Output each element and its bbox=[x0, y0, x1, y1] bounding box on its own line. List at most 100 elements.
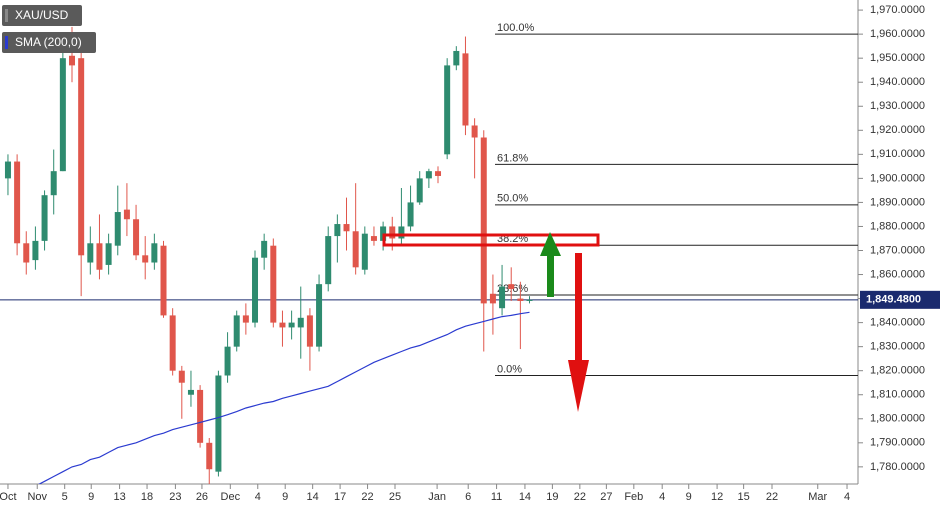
x-tick-label: 19 bbox=[546, 491, 558, 503]
candle-body bbox=[325, 236, 332, 285]
candle-body bbox=[87, 243, 94, 263]
candle-body bbox=[343, 224, 350, 232]
y-tick-label: 1,820.0000 bbox=[870, 365, 925, 377]
candle-body bbox=[178, 370, 185, 383]
y-tick-label: 1,880.0000 bbox=[870, 220, 925, 232]
candle-body bbox=[508, 284, 515, 289]
x-tick-label: Nov bbox=[27, 491, 47, 503]
x-tick-label: 12 bbox=[711, 491, 723, 503]
y-tick-label: 1,890.0000 bbox=[870, 196, 925, 208]
candle-body bbox=[50, 171, 57, 196]
y-tick-label: 1,870.0000 bbox=[870, 244, 925, 256]
highlight-box bbox=[382, 233, 600, 247]
x-tick-label: Dec bbox=[221, 491, 241, 503]
candle-body bbox=[160, 245, 167, 316]
candle-body bbox=[197, 389, 204, 443]
candle-body bbox=[59, 58, 66, 172]
candle-body bbox=[151, 243, 158, 263]
plot-area: 100.0%61.8%50.0%38.2%23.6%0.0% bbox=[0, 22, 858, 484]
up-arrow-shaft bbox=[547, 254, 554, 297]
candle-body bbox=[480, 137, 487, 304]
candle-body bbox=[435, 171, 442, 176]
sma-line bbox=[38, 311, 530, 484]
candle-body bbox=[78, 58, 85, 256]
x-tick-label: 23 bbox=[169, 491, 181, 503]
fib-label: 61.8% bbox=[497, 152, 528, 164]
candle-body bbox=[499, 286, 506, 309]
candle-body bbox=[252, 257, 259, 323]
candle-body bbox=[462, 53, 469, 126]
x-tick-label: 14 bbox=[519, 491, 531, 503]
candle-body bbox=[334, 224, 341, 237]
x-tick-label: 11 bbox=[491, 491, 502, 503]
candle-body bbox=[133, 219, 140, 256]
x-tick-label: 9 bbox=[88, 491, 94, 503]
x-tick-label: 25 bbox=[389, 491, 401, 503]
candle-body bbox=[261, 240, 268, 258]
candle-body bbox=[69, 55, 76, 66]
candle-body bbox=[123, 209, 130, 220]
x-tick-label: 4 bbox=[659, 491, 665, 503]
candle-body bbox=[297, 317, 304, 328]
x-tick-label: 22 bbox=[766, 491, 778, 503]
y-tick-label: 1,920.0000 bbox=[870, 124, 925, 136]
candle-body bbox=[416, 178, 423, 203]
y-tick-label: 1,840.0000 bbox=[870, 317, 925, 329]
candle-body bbox=[517, 298, 524, 301]
candle-body bbox=[96, 243, 103, 270]
candle-body bbox=[105, 243, 112, 265]
candle-body bbox=[370, 236, 377, 241]
candle-body bbox=[279, 322, 286, 328]
x-tick-label: 27 bbox=[600, 491, 612, 503]
y-tick-label: 1,900.0000 bbox=[870, 172, 925, 184]
x-tick-label: Mar bbox=[808, 491, 827, 503]
x-tick-label: 18 bbox=[141, 491, 153, 503]
legend-label: XAU/USD bbox=[15, 8, 69, 22]
x-tick-label: 9 bbox=[282, 491, 288, 503]
fib-label: 0.0% bbox=[497, 363, 522, 375]
x-tick-label: Feb bbox=[624, 491, 643, 503]
price-label-box bbox=[860, 290, 940, 309]
fib-label: 100.0% bbox=[497, 22, 535, 34]
y-tick-label: 1,780.0000 bbox=[870, 461, 925, 473]
candle-body bbox=[288, 322, 295, 328]
candle-body bbox=[41, 195, 48, 241]
candle-body bbox=[215, 375, 222, 472]
y-tick-label: 1,940.0000 bbox=[870, 76, 925, 88]
x-tick-label: 22 bbox=[361, 491, 373, 503]
candle-body bbox=[389, 226, 396, 239]
x-tick-label: Oct bbox=[0, 491, 17, 503]
candle-body bbox=[187, 389, 194, 395]
candle-body bbox=[471, 125, 478, 138]
y-tick-label: 1,860.0000 bbox=[870, 268, 925, 280]
x-tick-label: 17 bbox=[334, 491, 346, 503]
legend-box bbox=[2, 32, 96, 53]
legend-marker bbox=[5, 36, 8, 49]
y-tick-label: 1,930.0000 bbox=[870, 100, 925, 112]
x-tick-label: 22 bbox=[574, 491, 586, 503]
x-tick-label: 13 bbox=[113, 491, 125, 503]
candle-body bbox=[224, 346, 231, 376]
legend-label: SMA (200,0) bbox=[15, 35, 82, 49]
x-tick-label: 4 bbox=[255, 491, 261, 503]
candle-body bbox=[398, 226, 405, 239]
y-tick-label: 1,790.0000 bbox=[870, 437, 925, 449]
legend-marker bbox=[5, 9, 8, 22]
x-tick-label: 15 bbox=[737, 491, 749, 503]
x-tick-label: 9 bbox=[686, 491, 692, 503]
candle-body bbox=[425, 171, 432, 179]
candle-body bbox=[233, 315, 240, 347]
x-tick-label: 26 bbox=[196, 491, 208, 503]
y-tick-label: 1,810.0000 bbox=[870, 389, 925, 401]
candle-body bbox=[32, 240, 39, 261]
legend: XAU/USD SMA (200,0) bbox=[2, 5, 96, 53]
candle-body bbox=[306, 315, 313, 347]
candle-body bbox=[316, 284, 323, 347]
annotations bbox=[382, 232, 600, 412]
candle-body bbox=[206, 442, 213, 470]
candle-body bbox=[444, 65, 451, 155]
candle-body bbox=[14, 161, 21, 244]
candle-body bbox=[352, 231, 359, 268]
